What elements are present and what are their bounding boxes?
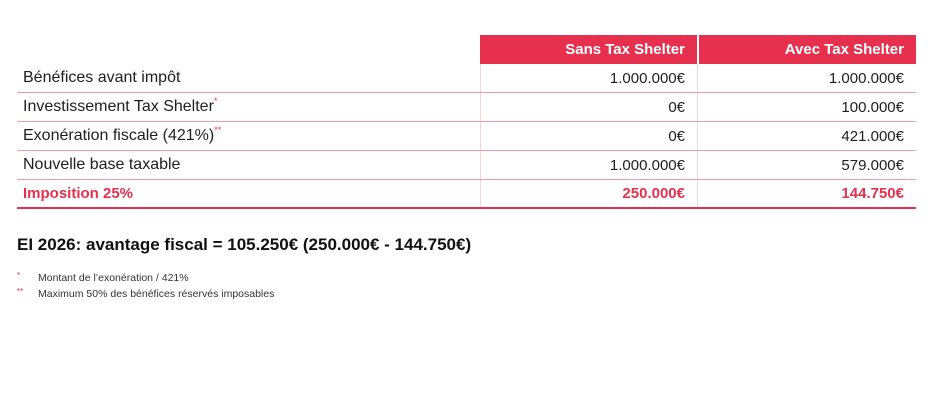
footnote-item: * Montant de l’exonération / 421% bbox=[17, 270, 274, 286]
footnote-marker: * bbox=[213, 96, 218, 106]
row-value-sans: 1.000.000€ bbox=[480, 151, 697, 179]
row-label-text: Exonération fiscale (421%) bbox=[23, 127, 215, 144]
header-empty-cell bbox=[17, 35, 480, 64]
footnote-text: Montant de l’exonération / 421% bbox=[38, 272, 189, 284]
footnote-marker: ** bbox=[17, 286, 24, 296]
table-row: Exonération fiscale (421%)** 0€ 421.000€ bbox=[17, 122, 916, 151]
footnotes: * Montant de l’exonération / 421% ** Max… bbox=[17, 270, 274, 302]
row-label-text: Bénéfices avant impôt bbox=[23, 69, 181, 86]
row-label-text: Investissement Tax Shelter bbox=[23, 98, 214, 115]
row-value-sans: 0€ bbox=[480, 122, 697, 150]
row-value-sans: 0€ bbox=[480, 93, 697, 121]
row-value-avec: 1.000.000€ bbox=[697, 64, 916, 92]
table-total-row: Imposition 25% 250.000€ 144.750€ bbox=[17, 180, 916, 209]
comparison-table: Sans Tax Shelter Avec Tax Shelter Bénéfi… bbox=[17, 35, 916, 209]
footnote-marker: ** bbox=[214, 125, 222, 135]
footnote-marker: * bbox=[17, 270, 21, 280]
table-row: Investissement Tax Shelter* 0€ 100.000€ bbox=[17, 93, 916, 122]
table-row: Bénéfices avant impôt 1.000.000€ 1.000.0… bbox=[17, 64, 916, 93]
total-value-avec: 144.750€ bbox=[697, 180, 916, 207]
row-value-sans: 1.000.000€ bbox=[480, 64, 697, 92]
footnote-text: Maximum 50% des bénéfices réservés impos… bbox=[38, 288, 275, 300]
row-label: Nouvelle base taxable bbox=[17, 156, 480, 174]
row-label: Exonération fiscale (421%)** bbox=[17, 125, 480, 145]
total-value-sans: 250.000€ bbox=[480, 180, 697, 207]
table-row: Nouvelle base taxable 1.000.000€ 579.000… bbox=[17, 151, 916, 180]
header-avec-tax-shelter: Avec Tax Shelter bbox=[699, 35, 916, 64]
row-value-avec: 579.000€ bbox=[697, 151, 916, 179]
row-label: Bénéfices avant impôt bbox=[17, 69, 480, 87]
total-label: Imposition 25% bbox=[23, 185, 134, 202]
row-value-avec: 421.000€ bbox=[697, 122, 916, 150]
row-value-avec: 100.000€ bbox=[697, 93, 916, 121]
fiscal-advantage-summary: EI 2026: avantage fiscal = 105.250€ (250… bbox=[17, 235, 472, 254]
row-label: Investissement Tax Shelter* bbox=[17, 96, 480, 116]
row-label-text: Nouvelle base taxable bbox=[23, 156, 181, 173]
table-header-row: Sans Tax Shelter Avec Tax Shelter bbox=[17, 35, 916, 64]
footnote-item: ** Maximum 50% des bénéfices réservés im… bbox=[17, 286, 274, 302]
header-sans-tax-shelter: Sans Tax Shelter bbox=[480, 35, 697, 64]
